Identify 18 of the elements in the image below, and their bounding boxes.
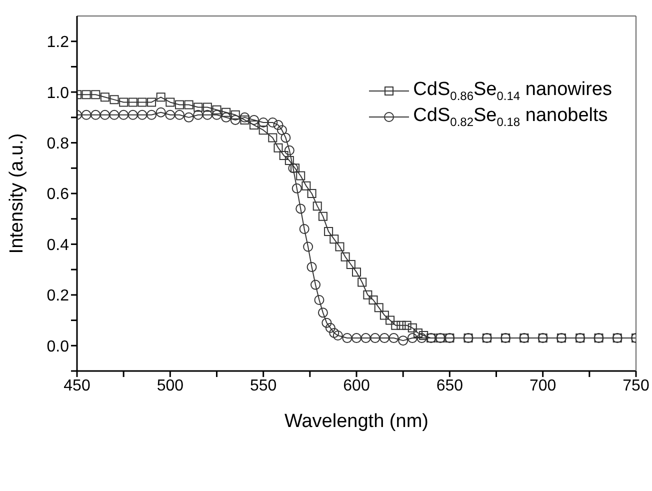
y-tick-label: 0.6 [46, 186, 70, 204]
legend-label: CdS$_{0.82}$Se$_{0.18}$ nanobelts [413, 105, 608, 129]
text: 0.0 [46, 338, 69, 356]
y-tick-label: 0.4 [46, 236, 70, 254]
x-tick-label: 450 [64, 377, 90, 394]
y-tick-label: 0.2 [46, 288, 70, 305]
x-tick-label: 550 [250, 377, 277, 394]
y-tick-label: 1.2 [46, 34, 70, 52]
x-tick-label: 500 [156, 377, 184, 394]
y-axis-title: Intensity (a.u.) [6, 133, 28, 254]
x-tick-label: 750 [622, 377, 650, 394]
x-tick-label: 700 [529, 377, 556, 394]
text: 1.0 [46, 84, 69, 102]
legend-label: CdS$_{0.86}$Se$_{0.14}$ nanowires [413, 79, 612, 103]
x-tick-label: 600 [343, 377, 370, 394]
y-tick-label: 0.8 [46, 135, 70, 152]
x-axis-title: Wavelength (nm) [284, 411, 428, 432]
x-tick-label: 650 [436, 377, 464, 394]
